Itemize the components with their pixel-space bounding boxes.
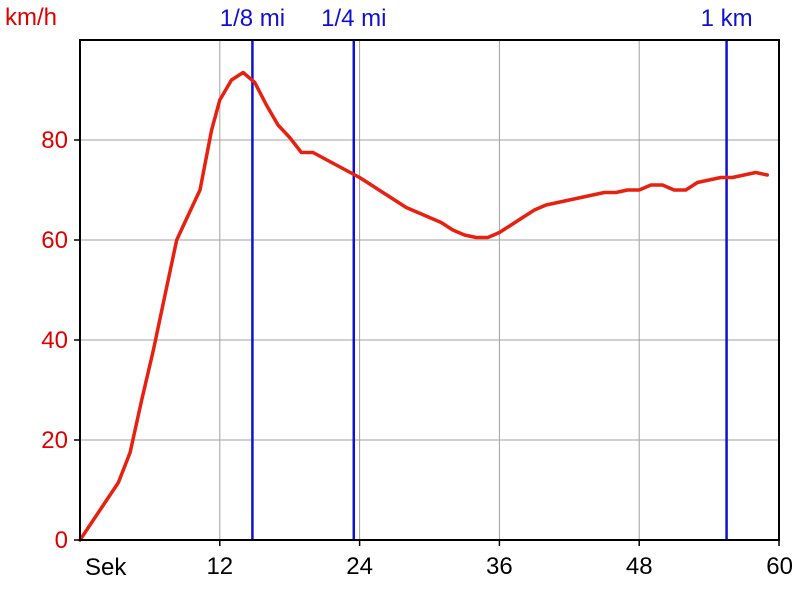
distance-markers: 1/8 mi 1/4 mi 1 km bbox=[220, 5, 753, 540]
y-tick-label: 60 bbox=[41, 227, 68, 254]
x-tick-label: 48 bbox=[626, 553, 653, 580]
x-tick-label: 36 bbox=[486, 553, 513, 580]
series-layer bbox=[78, 70, 770, 542]
distance-marker-label: 1/4 mi bbox=[321, 5, 386, 32]
y-tick-label: 40 bbox=[41, 327, 68, 354]
x-tick-label: 24 bbox=[346, 553, 373, 580]
axis-ticks: 0 20 40 60 80 12 24 36 48 60 bbox=[41, 127, 793, 580]
y-axis-unit-label: km/h bbox=[5, 4, 57, 31]
x-axis-unit-label: Sek bbox=[85, 554, 127, 581]
y-tick-label: 20 bbox=[41, 427, 68, 454]
y-tick-label: 80 bbox=[41, 127, 68, 154]
distance-marker-label: 1 km bbox=[701, 5, 753, 32]
distance-marker-label: 1/8 mi bbox=[220, 5, 285, 32]
x-tick-label: 60 bbox=[766, 553, 793, 580]
x-tick-label: 12 bbox=[206, 553, 233, 580]
plot-frame bbox=[79, 39, 780, 541]
grid-lines bbox=[80, 40, 779, 540]
speed-series-line bbox=[78, 70, 770, 542]
y-tick-label: 0 bbox=[55, 527, 68, 554]
